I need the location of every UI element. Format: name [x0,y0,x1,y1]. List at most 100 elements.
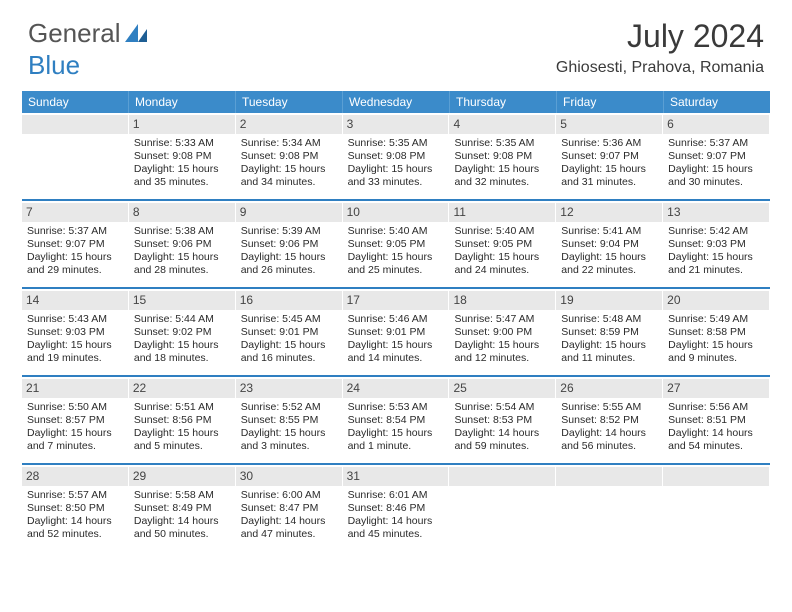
sunset-text: Sunset: 8:47 PM [241,502,337,515]
sunrise-text: Sunrise: 5:54 AM [454,401,550,414]
day-number: 7 [22,203,128,222]
day-number: 19 [556,291,662,310]
day-cell: 30Sunrise: 6:00 AMSunset: 8:47 PMDayligh… [236,465,343,551]
day-cell: 22Sunrise: 5:51 AMSunset: 8:56 PMDayligh… [129,377,236,463]
day-number: 14 [22,291,128,310]
day-body: Sunrise: 5:41 AMSunset: 9:04 PMDaylight:… [560,225,658,278]
daylight-text: Daylight: 15 hours and 31 minutes. [561,163,657,189]
sunrise-text: Sunrise: 5:49 AM [668,313,764,326]
sunset-text: Sunset: 8:54 PM [348,414,444,427]
day-number: 24 [343,379,449,398]
day-body: Sunrise: 5:47 AMSunset: 9:00 PMDaylight:… [453,313,551,366]
day-cell: 20Sunrise: 5:49 AMSunset: 8:58 PMDayligh… [663,289,770,375]
sunset-text: Sunset: 8:51 PM [668,414,764,427]
weekday-header-row: SundayMondayTuesdayWednesdayThursdayFrid… [22,91,770,113]
day-cell: 17Sunrise: 5:46 AMSunset: 9:01 PMDayligh… [343,289,450,375]
sunrise-text: Sunrise: 5:40 AM [348,225,444,238]
sunrise-text: Sunrise: 5:43 AM [27,313,123,326]
day-cell: 11Sunrise: 5:40 AMSunset: 9:05 PMDayligh… [449,201,556,287]
week-row: 14Sunrise: 5:43 AMSunset: 9:03 PMDayligh… [22,289,770,375]
day-cell: 31 Sunrise: 6:01 AMSunset: 8:46 PMDayligh… [343,465,450,551]
day-body: Sunrise: 5:52 AMSunset: 8:55 PMDaylight:… [240,401,338,454]
day-cell: 14Sunrise: 5:43 AMSunset: 9:03 PMDayligh… [22,289,129,375]
day-number: 15 [129,291,235,310]
day-body: Sunrise: 5:55 AMSunset: 8:52 PMDaylight:… [560,401,658,454]
sunset-text: Sunset: 9:00 PM [454,326,550,339]
day-number: 3 [343,115,449,134]
title-block: July 2024 Ghiosesti, Prahova, Romania [556,18,764,77]
day-number: 17 [343,291,449,310]
sunrise-text: Sunrise: 5:34 AM [241,137,337,150]
day-body: Sunrise: 6:01 AMSunset: 8:46 PMDaylight:… [347,489,445,542]
day-number: 8 [129,203,235,222]
weekday-header: Monday [129,91,236,113]
sunrise-text: Sunrise: 5:33 AM [134,137,230,150]
daylight-text: Daylight: 15 hours and 19 minutes. [27,339,123,365]
sunrise-text: Sunrise: 5:47 AM [454,313,550,326]
day-number: 21 [22,379,128,398]
day-cell: 21 Sunrise: 5:50 AMSunset: 8:57 PMDayligh… [22,377,129,463]
day-number [22,115,128,134]
sunset-text: Sunset: 8:49 PM [134,502,230,515]
sunset-text: Sunset: 9:03 PM [668,238,764,251]
sunset-text: Sunset: 8:57 PM [27,414,123,427]
day-cell: 4Sunrise: 5:35 AMSunset: 9:08 PMDaylight… [449,113,556,199]
daylight-text: Daylight: 14 hours and 47 minutes. [241,515,337,541]
daylight-text: Daylight: 15 hours and 3 minutes. [241,427,337,453]
day-body: Sunrise: 5:50 AMSunset: 8:57 PMDaylight:… [26,401,124,454]
day-cell: 24Sunrise: 5:53 AMSunset: 8:54 PMDayligh… [343,377,450,463]
day-number: 5 [556,115,662,134]
sunrise-text: Sunrise: 5:55 AM [561,401,657,414]
daylight-text: Daylight: 15 hours and 7 minutes. [27,427,123,453]
day-number: 11 [449,203,555,222]
day-body: Sunrise: 5:48 AMSunset: 8:59 PMDaylight:… [560,313,658,366]
sunrise-text: Sunrise: 5:37 AM [27,225,123,238]
daylight-text: Daylight: 15 hours and 9 minutes. [668,339,764,365]
sunrise-text: Sunrise: 5:52 AM [241,401,337,414]
day-number: 23 [236,379,342,398]
day-cell: 29Sunrise: 5:58 AMSunset: 8:49 PMDayligh… [129,465,236,551]
sunset-text: Sunset: 9:04 PM [561,238,657,251]
daylight-text: Daylight: 15 hours and 26 minutes. [241,251,337,277]
location-text: Ghiosesti, Prahova, Romania [556,59,764,77]
page-header: General July 2024 Ghiosesti, Prahova, Ro… [0,0,792,85]
day-number: 31 [343,467,449,486]
day-number: 28 [22,467,128,486]
day-cell: 19 Sunrise: 5:48 AMSunset: 8:59 PMDayligh… [556,289,663,375]
week-row: 7Sunrise: 5:37 AMSunset: 9:07 PMDaylight… [22,201,770,287]
sunset-text: Sunset: 9:01 PM [348,326,444,339]
day-body: Sunrise: 5:40 AMSunset: 9:05 PMDaylight:… [347,225,445,278]
sunset-text: Sunset: 9:01 PM [241,326,337,339]
day-number [663,467,769,486]
day-cell: 3Sunrise: 5:35 AMSunset: 9:08 PMDaylight… [343,113,450,199]
weekday-header: Saturday [664,91,770,113]
sunset-text: Sunset: 9:07 PM [27,238,123,251]
day-body: Sunrise: 5:36 AMSunset: 9:07 PMDaylight:… [560,137,658,190]
sunrise-text: Sunrise: 5:39 AM [241,225,337,238]
day-body: Sunrise: 5:35 AMSunset: 9:08 PMDaylight:… [453,137,551,190]
day-number: 27 [663,379,769,398]
day-cell: 27Sunrise: 5:56 AMSunset: 8:51 PMDayligh… [663,377,770,463]
sunrise-text: Sunrise: 5:36 AM [561,137,657,150]
day-number: 29 [129,467,235,486]
sunset-text: Sunset: 9:06 PM [241,238,337,251]
day-body: Sunrise: 5:33 AMSunset: 9:08 PMDaylight:… [133,137,231,190]
sunset-text: Sunset: 9:08 PM [134,150,230,163]
day-cell: 12 Sunrise: 5:41 AMSunset: 9:04 PMDayligh… [556,201,663,287]
day-body: Sunrise: 5:34 AMSunset: 9:08 PMDaylight:… [240,137,338,190]
day-body: Sunrise: 5:51 AMSunset: 8:56 PMDaylight:… [133,401,231,454]
month-title: July 2024 [556,18,764,55]
day-body: Sunrise: 5:37 AMSunset: 9:07 PMDaylight:… [667,137,765,190]
sunset-text: Sunset: 9:07 PM [668,150,764,163]
daylight-text: Daylight: 15 hours and 14 minutes. [348,339,444,365]
daylight-text: Daylight: 15 hours and 25 minutes. [348,251,444,277]
sunset-text: Sunset: 8:59 PM [561,326,657,339]
day-number: 10 [343,203,449,222]
day-cell: 5 Sunrise: 5:36 AMSunset: 9:07 PMDaylight… [556,113,663,199]
sunset-text: Sunset: 9:05 PM [454,238,550,251]
daylight-text: Daylight: 15 hours and 29 minutes. [27,251,123,277]
day-cell [449,465,556,551]
weekday-header: Tuesday [236,91,343,113]
day-number: 12 [556,203,662,222]
day-body: Sunrise: 5:57 AMSunset: 8:50 PMDaylight:… [26,489,124,542]
